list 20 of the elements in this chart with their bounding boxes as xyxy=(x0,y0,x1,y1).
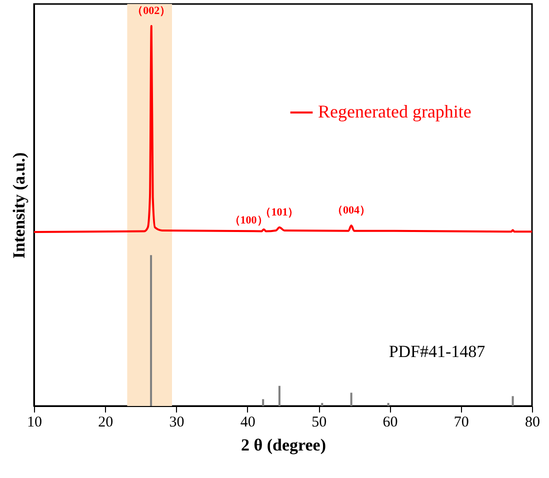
x-tick-label: 20 xyxy=(98,414,114,430)
bar xyxy=(321,402,324,406)
bar xyxy=(262,399,264,406)
bar xyxy=(387,402,390,406)
x-tick-label: 80 xyxy=(525,414,540,430)
x-tick-label: 40 xyxy=(240,414,256,430)
legend-label: Regenerated graphite xyxy=(318,102,472,122)
annotation: （002） xyxy=(132,5,171,18)
x-tick-label: 70 xyxy=(454,414,469,430)
bar xyxy=(350,392,352,406)
x-axis-title: 2 θ (degree) xyxy=(240,436,326,454)
x-tick-label: 50 xyxy=(312,414,327,430)
annotation: （004） xyxy=(332,204,371,217)
y-axis-title: Intensity (a.u.) xyxy=(10,152,28,259)
x-tick-label: 30 xyxy=(169,414,184,430)
bar xyxy=(150,255,152,406)
bar xyxy=(278,386,280,406)
x-tick-label: 10 xyxy=(27,414,42,430)
text: PDF#41-1487 xyxy=(388,342,486,361)
x-tick-label: 60 xyxy=(382,414,398,430)
